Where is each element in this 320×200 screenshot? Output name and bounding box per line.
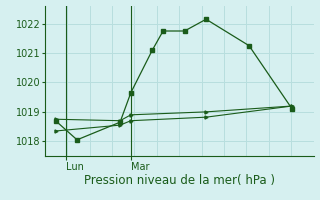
X-axis label: Pression niveau de la mer( hPa ): Pression niveau de la mer( hPa ) bbox=[84, 174, 275, 187]
